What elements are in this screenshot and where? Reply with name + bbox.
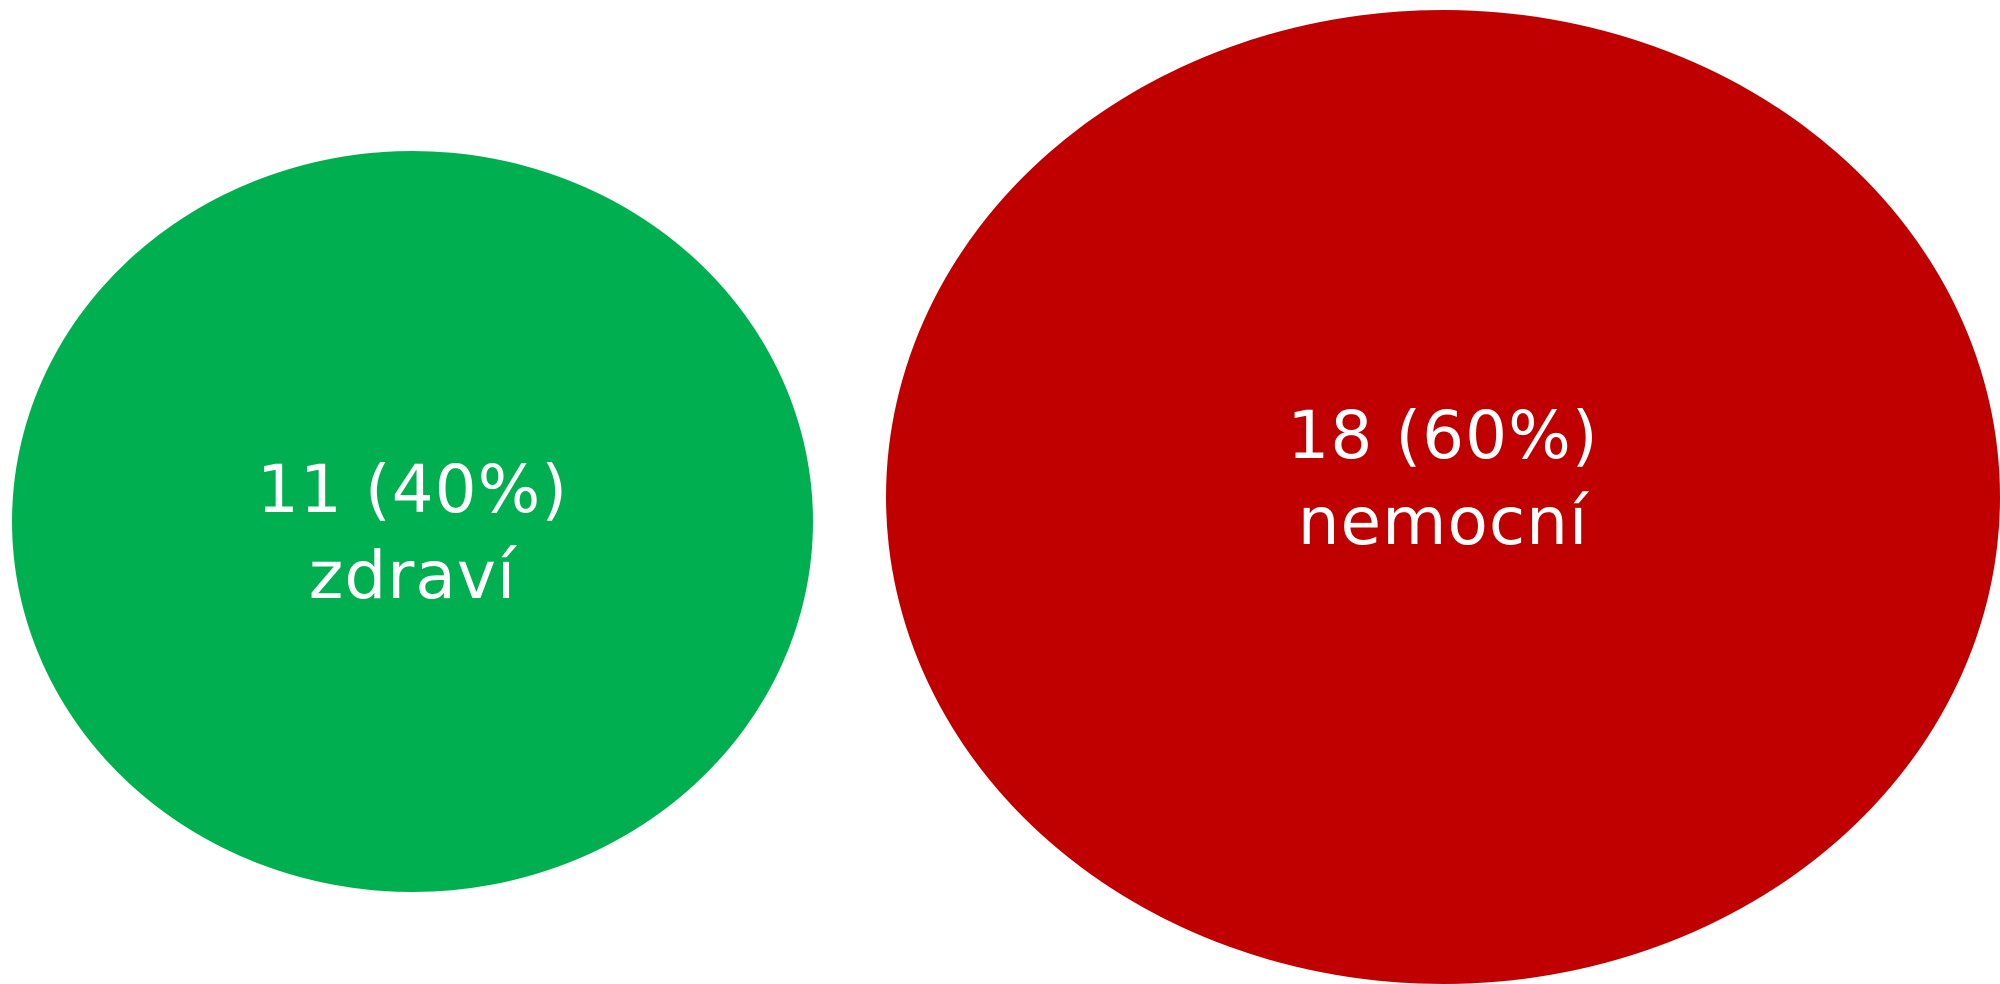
bubble-healthy-value: 11 (40%) xyxy=(256,450,569,528)
bubble-sick-text: 18 (60%) nemocní xyxy=(1287,393,1598,565)
bubble-sick-value: 18 (60%) xyxy=(1287,397,1599,475)
bubble-sick: 18 (60%) nemocní xyxy=(886,10,2000,984)
bubble-healthy-label: zdraví xyxy=(308,536,517,614)
bubble-healthy: 11 (40%) zdraví xyxy=(12,151,813,892)
bubble-healthy-text: 11 (40%) zdraví xyxy=(257,447,568,619)
bubble-sick-label: nemocní xyxy=(1297,483,1589,560)
